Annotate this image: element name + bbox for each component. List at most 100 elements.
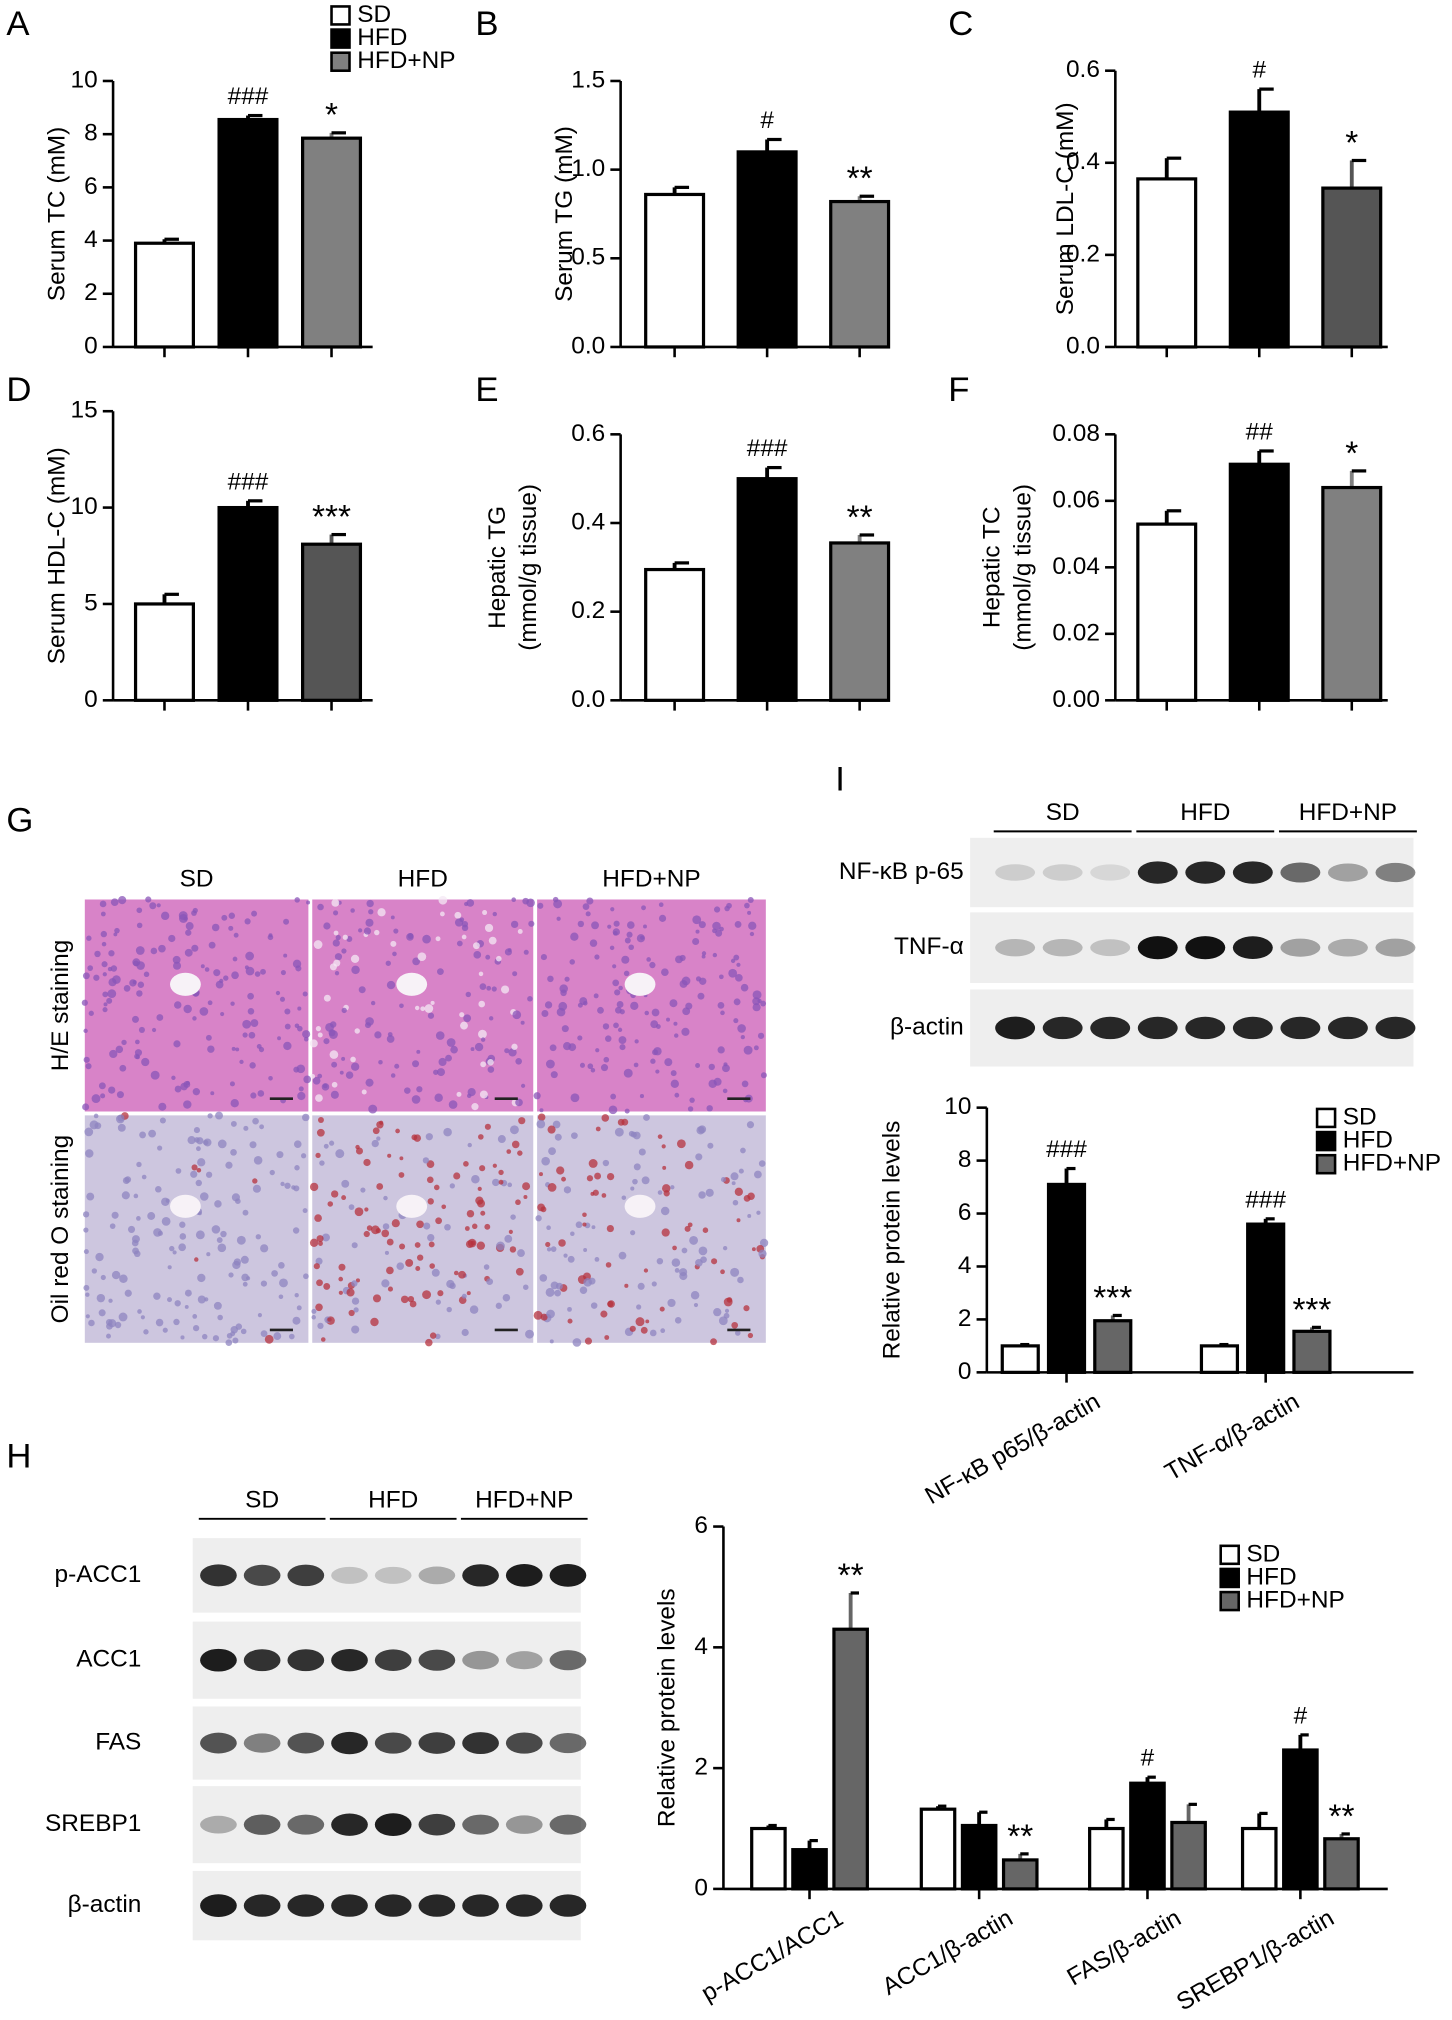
cell	[136, 1216, 141, 1221]
cell	[740, 1147, 746, 1154]
cell	[280, 1181, 285, 1187]
cell	[82, 1103, 90, 1111]
band	[462, 1564, 499, 1587]
band	[418, 1566, 456, 1585]
cell	[303, 1273, 309, 1280]
cell	[712, 952, 718, 958]
cell	[479, 983, 487, 990]
cell	[399, 1003, 404, 1009]
cell	[751, 1247, 756, 1252]
cell	[350, 908, 355, 913]
cell	[423, 1222, 431, 1230]
cell	[498, 1179, 504, 1185]
bar	[1136, 177, 1198, 349]
cell	[645, 1319, 650, 1324]
cell	[428, 1241, 435, 1248]
cell	[613, 920, 620, 927]
panel-letter: I	[835, 760, 845, 798]
cell	[471, 1174, 480, 1184]
cell	[731, 1181, 736, 1186]
band	[1042, 939, 1083, 957]
blot-row-label: ACC1	[76, 1646, 141, 1673]
y-tick-label: 2	[84, 279, 98, 306]
cell	[720, 1269, 725, 1275]
cell	[474, 1042, 484, 1052]
cell	[372, 1127, 380, 1135]
cell	[710, 1338, 717, 1346]
cell	[85, 1063, 92, 1070]
bar	[960, 1823, 998, 1891]
legend-label: HFD	[357, 24, 407, 51]
group-label: HFD	[1180, 799, 1230, 826]
cell	[228, 912, 236, 919]
band	[462, 1814, 499, 1835]
x-tick-label: TNF-α/β-actin	[1160, 1388, 1304, 1486]
cell	[101, 941, 107, 947]
cell	[617, 1027, 623, 1032]
cell	[161, 1216, 171, 1226]
cell	[363, 1230, 370, 1238]
cell	[571, 1132, 578, 1140]
cell	[315, 1152, 321, 1159]
cell	[390, 915, 395, 920]
cell	[427, 1233, 435, 1242]
cell	[736, 1218, 741, 1223]
cell	[121, 1039, 127, 1046]
cell	[708, 1079, 717, 1088]
cell	[486, 1278, 494, 1286]
cell	[670, 1079, 679, 1089]
cell	[196, 1167, 202, 1173]
cell	[135, 946, 145, 955]
cell	[242, 1019, 252, 1029]
cell	[86, 935, 92, 941]
cell	[87, 965, 94, 971]
cell	[621, 1118, 629, 1126]
band	[1090, 939, 1131, 957]
cell	[672, 1245, 677, 1251]
cell	[370, 1000, 376, 1006]
cell	[747, 1192, 755, 1201]
cell	[109, 1049, 118, 1059]
significance-label: ###	[228, 83, 269, 110]
cell	[700, 1256, 707, 1264]
cell	[119, 1274, 128, 1283]
cell	[586, 1175, 594, 1182]
bar	[301, 542, 363, 702]
cell	[550, 1071, 558, 1079]
cell	[469, 1305, 479, 1314]
cell	[449, 1282, 456, 1290]
cell	[472, 1223, 478, 1230]
cell	[251, 910, 258, 917]
cell	[191, 910, 197, 916]
cell	[424, 1004, 434, 1013]
cell	[141, 1174, 147, 1180]
cell	[756, 1210, 761, 1215]
cell	[165, 1198, 170, 1203]
cell	[323, 1282, 331, 1290]
cell	[98, 1082, 106, 1090]
cell	[435, 1333, 441, 1340]
cell	[215, 1111, 223, 1120]
cell	[540, 954, 547, 961]
cell	[212, 1335, 220, 1342]
cell	[594, 1257, 600, 1262]
cell	[180, 1335, 185, 1340]
cell	[595, 1126, 601, 1132]
cell	[722, 1088, 728, 1094]
cell	[550, 1281, 559, 1290]
group-label: HFD+NP	[1299, 799, 1397, 826]
cell	[119, 1064, 127, 1072]
cell	[561, 1176, 566, 1182]
cell	[169, 1245, 175, 1252]
cell	[158, 944, 166, 953]
cell	[108, 1298, 113, 1303]
blot-row-label: TNF-α	[894, 933, 964, 960]
cell	[106, 1333, 111, 1339]
cell	[412, 957, 421, 966]
cell	[302, 1208, 308, 1214]
cell	[213, 969, 221, 977]
cell	[575, 1221, 583, 1229]
band	[1327, 1016, 1368, 1040]
cell	[139, 1131, 147, 1139]
cell	[646, 957, 651, 962]
